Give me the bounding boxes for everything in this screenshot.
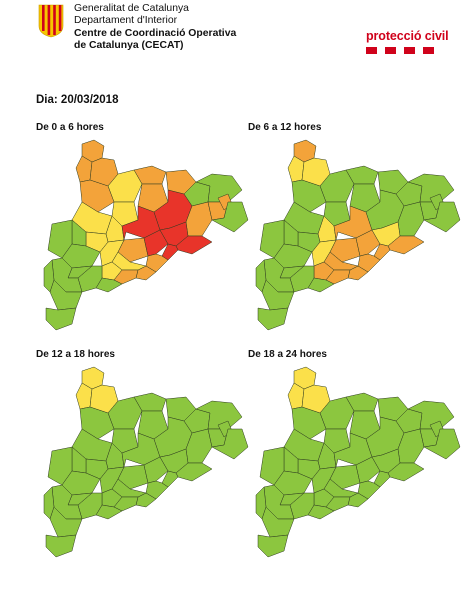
region-barcelones (373, 243, 391, 261)
generalitat-logo-icon (38, 4, 64, 38)
region-valles-occ (355, 456, 381, 484)
region-montsia (45, 307, 77, 331)
region-baix-penedes (113, 496, 139, 512)
catalonia-map (43, 139, 249, 331)
proteccio-civil-logo: protecció civil (366, 29, 449, 54)
forecast-date: Dia: 20/03/2018 (36, 94, 119, 106)
panel-title: De 18 a 24 hores (248, 349, 327, 360)
region-montsia (45, 534, 77, 558)
region-valles-occ (143, 229, 169, 257)
panel-title: De 0 a 6 hores (36, 122, 104, 133)
region-baix-emporda (211, 428, 249, 460)
panel-title: De 6 a 12 hores (248, 122, 322, 133)
proteccio-civil-label: protecció civil (366, 29, 449, 43)
region-baix-emporda (423, 201, 461, 233)
org-line-department: Departament d'Interior (74, 15, 178, 27)
catalonia-map (255, 139, 461, 331)
org-line-cecat: de Catalunya (CECAT) (74, 40, 184, 52)
region-valles-occ (355, 229, 381, 257)
region-montsia (257, 534, 289, 558)
map-panel-0-6h: De 0 a 6 hores (36, 122, 256, 337)
region-barcelones (161, 470, 179, 488)
org-line-generalitat: Generalitat de Catalunya (74, 3, 189, 14)
map-panel-18-24h: De 18 a 24 hores (248, 349, 468, 564)
panel-title: De 12 a 18 hores (36, 349, 115, 360)
region-baix-penedes (325, 269, 351, 285)
catalonia-map (43, 366, 249, 558)
map-panel-6-12h: De 6 a 12 hores (248, 122, 468, 337)
region-barcelones (161, 243, 179, 261)
org-line-centre: Centre de Coordinació Operativa (74, 27, 237, 39)
organization-name: Generalitat de Catalunya Departament d'I… (74, 3, 284, 53)
region-baix-penedes (325, 496, 351, 512)
region-alt-emporda (195, 173, 243, 203)
region-baix-emporda (423, 428, 461, 460)
region-baix-emporda (211, 201, 249, 233)
region-valles-occ (143, 456, 169, 484)
region-alt-emporda (407, 400, 455, 430)
map-panel-12-18h: De 12 a 18 hores (36, 349, 256, 564)
document-header: Generalitat de Catalunya Departament d'I… (0, 0, 475, 70)
region-montsia (257, 307, 289, 331)
catalonia-map (255, 366, 461, 558)
proteccio-civil-squares-icon (366, 47, 446, 54)
region-baix-penedes (113, 269, 139, 285)
region-alt-emporda (195, 400, 243, 430)
region-alt-emporda (407, 173, 455, 203)
region-barcelones (373, 470, 391, 488)
